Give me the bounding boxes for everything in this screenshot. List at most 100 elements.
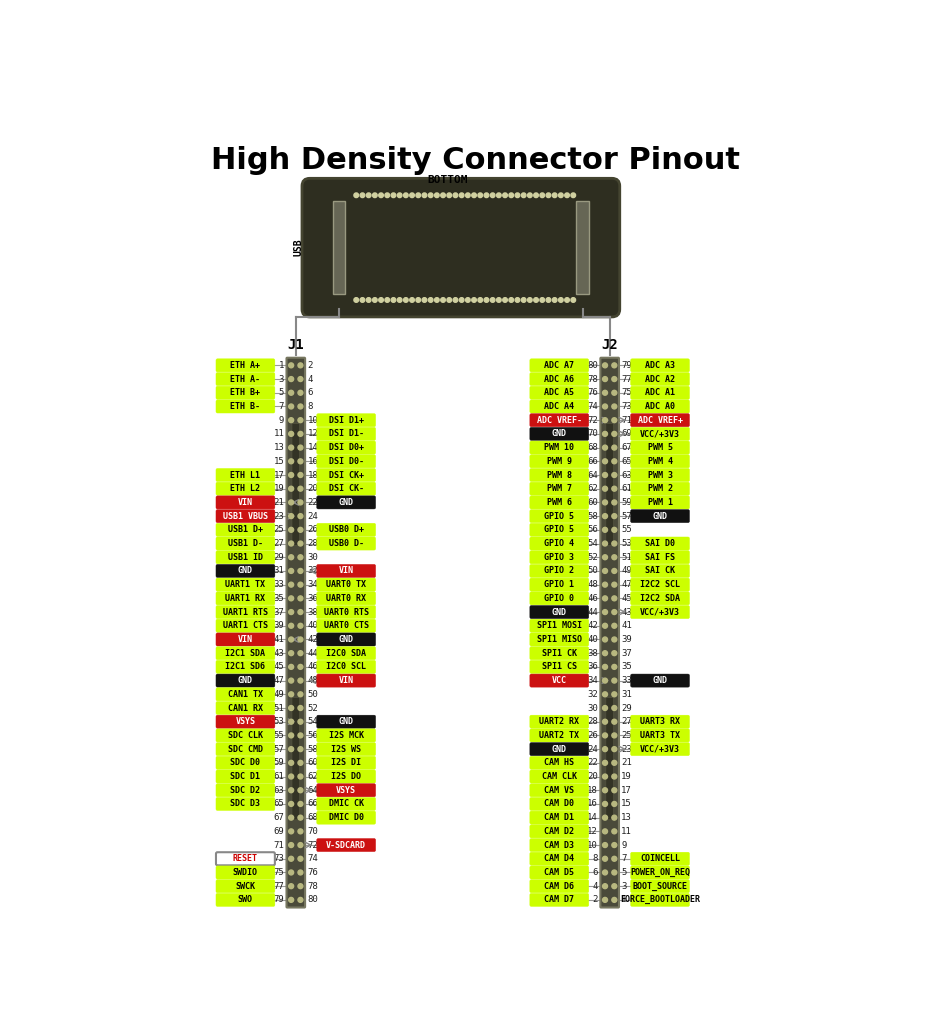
Text: USB0 D-: USB0 D- — [328, 539, 363, 548]
Circle shape — [288, 624, 293, 629]
FancyBboxPatch shape — [316, 674, 375, 687]
Circle shape — [496, 193, 501, 198]
Text: PWM 5: PWM 5 — [647, 443, 672, 452]
Text: 31: 31 — [621, 690, 631, 698]
Text: 3: 3 — [278, 375, 284, 384]
FancyBboxPatch shape — [630, 358, 689, 372]
FancyBboxPatch shape — [630, 674, 689, 687]
Text: 44: 44 — [587, 607, 597, 616]
Circle shape — [288, 609, 293, 614]
Text: SWCK: SWCK — [235, 882, 255, 891]
Circle shape — [298, 568, 302, 573]
Text: 20: 20 — [587, 772, 597, 781]
Circle shape — [611, 472, 616, 477]
Text: 61: 61 — [621, 484, 631, 494]
FancyBboxPatch shape — [333, 202, 345, 294]
Circle shape — [611, 746, 616, 752]
Text: ADC A0: ADC A0 — [644, 402, 674, 411]
Circle shape — [602, 445, 607, 451]
Text: 39: 39 — [621, 635, 631, 644]
Text: SDC D0: SDC D0 — [230, 759, 260, 767]
Text: 74: 74 — [307, 854, 318, 863]
Text: 75: 75 — [273, 868, 284, 877]
Text: 73: 73 — [273, 854, 284, 863]
Circle shape — [403, 193, 408, 198]
Text: 19: 19 — [273, 484, 284, 494]
FancyBboxPatch shape — [529, 633, 588, 646]
Circle shape — [602, 390, 607, 395]
Text: GND: GND — [338, 498, 353, 507]
Text: CAM HS: CAM HS — [544, 759, 574, 767]
Text: 18: 18 — [587, 785, 597, 795]
Circle shape — [602, 650, 607, 655]
Text: 35: 35 — [273, 594, 284, 603]
Circle shape — [298, 527, 302, 532]
Circle shape — [602, 637, 607, 642]
Text: CAM D1: CAM D1 — [544, 813, 574, 822]
Circle shape — [496, 298, 501, 302]
Text: I2C1 SD6: I2C1 SD6 — [225, 663, 265, 672]
Text: I2C2 SDA: I2C2 SDA — [640, 594, 679, 603]
Text: UART0 RTS: UART0 RTS — [324, 607, 368, 616]
Text: PWM 3: PWM 3 — [647, 470, 672, 479]
Circle shape — [390, 193, 395, 198]
Circle shape — [298, 787, 302, 793]
FancyBboxPatch shape — [316, 564, 375, 578]
FancyBboxPatch shape — [216, 551, 274, 564]
Text: UART2 RX: UART2 RX — [539, 717, 578, 726]
Text: 24: 24 — [587, 744, 597, 754]
FancyBboxPatch shape — [316, 523, 375, 537]
Circle shape — [447, 298, 451, 302]
Text: 2: 2 — [592, 895, 597, 904]
Text: 9: 9 — [278, 416, 284, 425]
Text: UART0 TX: UART0 TX — [325, 581, 366, 589]
FancyBboxPatch shape — [216, 688, 274, 700]
Circle shape — [611, 733, 616, 738]
Text: 60: 60 — [307, 759, 318, 767]
Text: SDC D1: SDC D1 — [230, 772, 260, 781]
Circle shape — [422, 193, 426, 198]
Circle shape — [459, 298, 464, 302]
Circle shape — [570, 193, 575, 198]
FancyBboxPatch shape — [529, 660, 588, 674]
Text: ADC A7: ADC A7 — [544, 360, 574, 370]
Text: USB0 D+: USB0 D+ — [328, 525, 363, 535]
Text: 71: 71 — [273, 841, 284, 850]
Text: 46: 46 — [307, 663, 318, 672]
Text: GPIO 5: GPIO 5 — [544, 525, 574, 535]
Circle shape — [602, 568, 607, 573]
FancyBboxPatch shape — [216, 880, 274, 893]
Text: I2S WS: I2S WS — [331, 744, 361, 754]
Circle shape — [611, 390, 616, 395]
Text: 50: 50 — [587, 566, 597, 575]
Circle shape — [298, 431, 302, 436]
Circle shape — [484, 298, 489, 302]
FancyBboxPatch shape — [216, 592, 274, 605]
Text: 68: 68 — [587, 443, 597, 452]
Circle shape — [298, 774, 302, 779]
Text: 23: 23 — [621, 744, 631, 754]
Text: SPI1 MISO: SPI1 MISO — [536, 635, 581, 644]
Text: 36: 36 — [307, 594, 318, 603]
Text: 16: 16 — [587, 800, 597, 808]
FancyBboxPatch shape — [529, 414, 588, 427]
Circle shape — [611, 828, 616, 834]
FancyBboxPatch shape — [316, 839, 375, 852]
Text: 29: 29 — [273, 553, 284, 562]
FancyBboxPatch shape — [216, 620, 274, 632]
FancyBboxPatch shape — [529, 441, 588, 454]
Circle shape — [611, 500, 616, 505]
Text: PWM 4: PWM 4 — [647, 457, 672, 466]
Circle shape — [611, 609, 616, 614]
Circle shape — [521, 193, 526, 198]
Circle shape — [602, 870, 607, 874]
Circle shape — [502, 298, 507, 302]
Text: 42: 42 — [587, 622, 597, 630]
Text: DMIC CK: DMIC CK — [328, 800, 363, 808]
Circle shape — [533, 298, 538, 302]
Text: GND: GND — [338, 717, 353, 726]
FancyBboxPatch shape — [529, 783, 588, 797]
Circle shape — [602, 774, 607, 779]
Text: 72: 72 — [307, 841, 318, 850]
Circle shape — [298, 706, 302, 711]
